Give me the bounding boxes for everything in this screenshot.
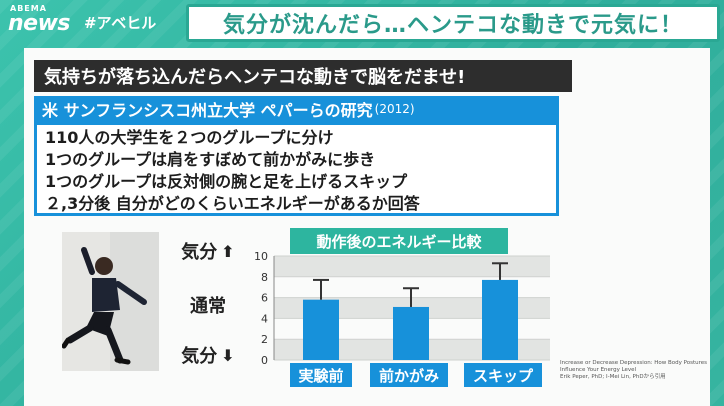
- skipping-person-illustration: [62, 232, 159, 371]
- mood-up-label: 気分 ⬆: [170, 236, 246, 266]
- study-title-bar: 米 サンフランシスコ州立大学 ペパーらの研究 (2012): [34, 96, 559, 122]
- y-tick-label: 0: [261, 354, 268, 366]
- source-credit: Increase or Decrease Depression: How Bod…: [560, 360, 708, 381]
- logo-main-text: news: [8, 11, 71, 36]
- category-label: 前かがみ: [370, 363, 448, 387]
- credit-line: Erik Peper, PhD; I-Mei Lin, PhDから引用: [560, 374, 666, 380]
- energy-bar-chart: 0 2 4 6 8 10: [254, 250, 550, 366]
- y-tick-label: 2: [261, 333, 268, 346]
- credit-line: Influence Your Energy Level: [560, 367, 637, 373]
- y-tick-label: 6: [261, 292, 268, 305]
- study-line: ２,3分後 自分がどのくらいエネルギーがあるか回答: [45, 194, 420, 213]
- logo-small-text: ABEMA: [10, 4, 47, 13]
- chart-title: 動作後のエネルギー比較: [290, 228, 508, 254]
- study-title: 米 サンフランシスコ州立大学 ペパーらの研究: [42, 101, 373, 120]
- study-year: (2012): [374, 102, 415, 116]
- y-tick-label: 4: [261, 312, 268, 325]
- hashtag: #アベヒル: [84, 14, 157, 32]
- study-line: 1つのグループは肩をすぼめて前かがみに歩き: [45, 150, 376, 169]
- bar: [393, 306, 429, 360]
- bar: [303, 299, 339, 360]
- y-tick-label: 8: [261, 271, 268, 284]
- mood-normal-label: 通常: [170, 290, 246, 320]
- person-photo: [62, 232, 159, 371]
- headline-bar: 気分が沈んだら…ヘンテコな動きで元気に！: [186, 4, 720, 42]
- mood-down-text: 気分: [181, 346, 218, 367]
- abema-news-logo: ABEMA news: [8, 4, 88, 36]
- arrow-down-icon: ⬇: [221, 345, 235, 365]
- headline: 気分が沈んだら…ヘンテコな動きで元気に！: [222, 13, 683, 38]
- category-label: 実験前: [290, 363, 352, 387]
- mood-normal-text: 通常: [190, 296, 226, 317]
- study-line: 1つのグループは反対側の腕と足を上げるスキップ: [45, 172, 408, 191]
- study-line: 110人の大学生を２つのグループに分け: [45, 128, 334, 147]
- y-tick-label: 10: [254, 250, 268, 263]
- credit-line: Increase or Decrease Depression: How Bod…: [560, 360, 708, 366]
- category-label: スキップ: [464, 363, 542, 387]
- mood-down-label: 気分 ⬇: [170, 340, 246, 370]
- study-description: 110人の大学生を２つのグループに分け 1つのグループは肩をすぼめて前かがみに歩…: [34, 122, 559, 216]
- banner: 気持ちが落ち込んだらヘンテコな動きで脳をだませ!: [34, 60, 572, 92]
- grid-band: [274, 256, 550, 277]
- arrow-up-icon: ⬆: [221, 241, 235, 261]
- bar: [482, 279, 518, 360]
- mood-up-text: 気分: [181, 242, 218, 263]
